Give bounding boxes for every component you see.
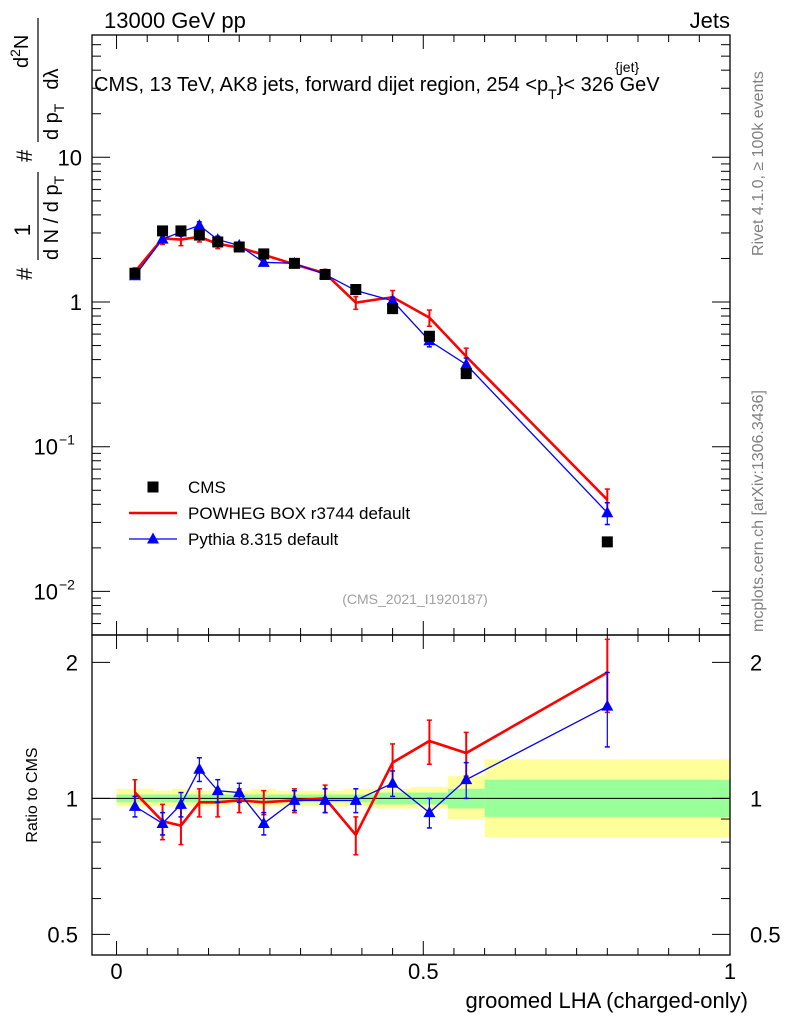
main-data-point (460, 357, 473, 369)
main-data-point (319, 268, 331, 280)
main-data-point (233, 241, 245, 253)
ratio-data-point (257, 816, 270, 828)
watermark: (CMS_2021_I1920187) (342, 591, 488, 607)
main-y-tick-label: 10 (58, 145, 82, 170)
main-data-point (387, 303, 399, 315)
header-jets-label: Jets (690, 8, 730, 33)
ratio-y-label: Ratio to CMS (24, 747, 41, 842)
legend-marker-triangle (147, 532, 159, 544)
ratio-data-point (156, 816, 169, 828)
ylabel-denominator-a: d N / d pT (41, 175, 67, 260)
ylabel-denominator-b: d pTdλ (41, 69, 67, 141)
main-series-line (134, 224, 608, 514)
ratio-data-point (288, 793, 301, 805)
legend-label: CMS (188, 478, 226, 497)
ratio-data-point (601, 699, 614, 711)
chart-title: CMS, 13 TeV, AK8 jets, forward dijet reg… (94, 74, 660, 102)
main-data-point (460, 368, 472, 380)
main-data-point (156, 232, 169, 244)
ratio-series (128, 638, 614, 856)
ratio-y-tick-label-left: 1 (66, 786, 78, 811)
main-data-point (423, 330, 435, 342)
main-data-point (258, 248, 270, 260)
main-data-point (193, 229, 205, 241)
ratio-data-point (423, 806, 436, 818)
ylabel-hash-1: # (12, 267, 37, 280)
ratio-series-line (134, 671, 608, 838)
mcplots-label: mcplots.cern.ch [arXiv:1306.3436] (750, 390, 767, 632)
main-y-tick-label: 10 (34, 579, 58, 604)
ratio-y-tick-label-right: 1 (750, 786, 762, 811)
ratio-frame (91, 634, 731, 956)
main-data-point (288, 257, 300, 269)
chart-title-main: CMS, 13 TeV, AK8 jets, forward dijet reg… (94, 74, 548, 96)
x-tick-label: 1 (724, 959, 736, 984)
ratio-y-tick-label-left: 0.5 (47, 922, 78, 947)
ylabel-numerator-b: d2N (7, 35, 33, 68)
main-series (128, 218, 614, 548)
x-axis-label: groomed LHA (charged-only) (466, 988, 748, 1013)
header-energy-label: 13000 GeV pp (104, 8, 246, 33)
main-series-line (133, 235, 609, 501)
ratio-y-minor-ticks (92, 661, 730, 935)
ratio-data-point (319, 793, 332, 805)
legend: CMS POWHEG BOX r3744 default Pythia 8.315 … (129, 478, 410, 549)
ylabel-one: 1 (10, 224, 35, 236)
main-y-tick-label: 1 (70, 290, 82, 315)
main-y-label: # 1 d N / d pT # d2N d pTdλ (7, 18, 67, 280)
main-y-tick-exponent: −2 (59, 576, 75, 592)
main-data-point (350, 284, 362, 296)
main-data-point (386, 294, 399, 306)
ratio-y-tick-label-left: 2 (66, 650, 78, 675)
main-data-point (157, 225, 169, 237)
main-data-point (193, 218, 206, 230)
main-data-point (601, 506, 614, 518)
main-y-minor-ticks (92, 34, 730, 636)
ratio-data-point (193, 762, 206, 774)
main-data-point (601, 536, 613, 548)
chart-title-sub: T (548, 86, 557, 102)
ratio-data-point (349, 793, 362, 805)
main-data-point (175, 225, 187, 237)
ratio-y-ticks: 2 2 1 1 0.5 0.5 (47, 650, 780, 947)
rivet-version-label: Rivet 4.1.0, ≥ 100k events (750, 71, 767, 256)
x-tick-label: 0 (110, 959, 122, 984)
ratio-series-line (134, 705, 608, 825)
chart-title-tail: }< 326 GeV (557, 74, 661, 96)
main-y-tick-exponent: −1 (59, 432, 75, 448)
ratio-data-point (386, 776, 399, 788)
ratio-y-tick-label-right: 0.5 (750, 922, 781, 947)
ratio-y-tick-label-right: 2 (750, 650, 762, 675)
ylabel-hash-2: # (12, 149, 37, 162)
chart-title-sup: {jet} (615, 59, 639, 75)
ratio-data-point (211, 784, 224, 796)
ratio-data-point (128, 799, 141, 811)
legend-marker-square (147, 481, 159, 493)
ratio-data-point (233, 786, 246, 798)
legend-label: POWHEG BOX r3744 default (188, 504, 410, 523)
main-data-point (257, 255, 270, 267)
main-data-point (212, 236, 224, 248)
main-y-tick-label: 10 (34, 435, 58, 460)
x-tick-label: 0.5 (408, 959, 439, 984)
legend-label: Pythia 8.315 default (188, 530, 339, 549)
main-data-point (129, 267, 141, 279)
ratio-panel: 2 2 1 1 0.5 0.5 0 0.5 1 Ratio to CMS groomed LH… (24, 634, 781, 1013)
ratio-data-point (460, 773, 473, 785)
ratio-data-point (174, 797, 187, 809)
